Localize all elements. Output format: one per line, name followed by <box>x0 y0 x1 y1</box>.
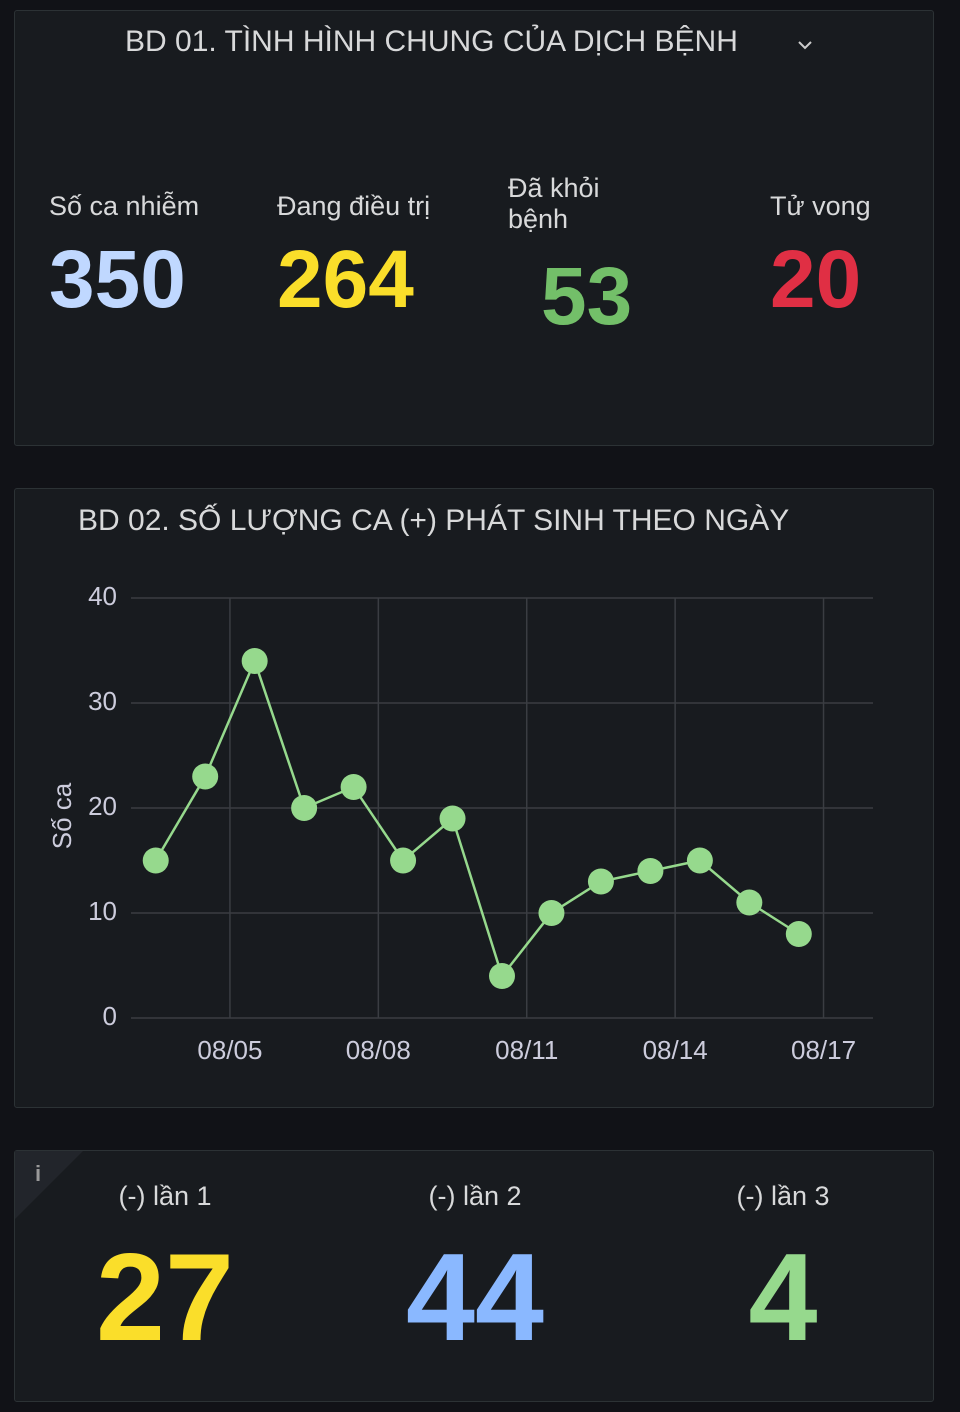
x-tick-label: 08/11 <box>495 1035 558 1065</box>
y-tick-label: 30 <box>88 686 117 716</box>
stat-label: Tử vong <box>770 191 871 221</box>
stat-value: 53 <box>541 251 633 342</box>
point <box>340 774 367 800</box>
x-tick-label: 08/05 <box>197 1035 262 1065</box>
x-tick-label: 08/14 <box>643 1035 708 1065</box>
chart-title: BD 02. SỐ LƯỢNG CA (+) PHÁT SINH THEO NG… <box>78 503 789 537</box>
y-tick-label: 40 <box>88 581 117 611</box>
svg-text:i: i <box>35 1161 41 1186</box>
point <box>785 921 812 947</box>
point <box>686 847 713 874</box>
stat-value: 20 <box>770 234 862 325</box>
panel-title[interactable]: BD 01. TÌNH HÌNH CHUNG CỦA DỊCH BỆNH <box>125 25 738 58</box>
point <box>192 763 219 790</box>
y-axis-label: Số ca <box>47 782 77 849</box>
stat-label: (-) lần 3 <box>736 1181 830 1211</box>
point <box>241 648 268 674</box>
y-tick-label: 10 <box>88 896 117 926</box>
point <box>587 868 614 895</box>
stat-label: (-) lần 1 <box>118 1181 212 1211</box>
point <box>637 858 664 884</box>
y-tick-label: 20 <box>88 791 117 821</box>
point <box>736 889 763 916</box>
stat-label: (-) lần 2 <box>428 1181 522 1211</box>
x-tick-label: 08/08 <box>346 1035 411 1065</box>
stat-label: Đã khỏi bệnh <box>508 173 600 234</box>
dropdown-icon[interactable] <box>797 39 813 51</box>
point <box>291 795 318 821</box>
y-tick-label: 0 <box>103 1001 117 1031</box>
chart-panel: BD 02. SỐ LƯỢNG CA (+) PHÁT SINH THEO NG… <box>14 488 934 1108</box>
stat-value: 264 <box>277 234 414 325</box>
point <box>142 847 169 874</box>
stat-label: Đang điều trị <box>277 191 431 221</box>
x-tick-label: 08/17 <box>791 1035 856 1065</box>
test-panel: i (-) lần 1 27 (-) lần 2 44 (-) lần 3 4 <box>14 1150 934 1402</box>
chart: BD 02. SỐ LƯỢNG CA (+) PHÁT SINH THEO NG… <box>47 503 873 1065</box>
point <box>439 805 466 832</box>
point <box>489 963 515 989</box>
stat-value: 4 <box>748 1229 818 1367</box>
stat-value: 350 <box>49 234 186 325</box>
info-corner[interactable]: i <box>15 1151 85 1221</box>
point <box>390 847 417 874</box>
summary-panel: BD 01. TÌNH HÌNH CHUNG CỦA DỊCH BỆNH Số … <box>14 10 934 446</box>
stat-label: Số ca nhiễm <box>49 191 200 221</box>
stat-value: 44 <box>406 1229 544 1367</box>
point <box>538 900 565 926</box>
stat-value: 27 <box>96 1229 234 1367</box>
line <box>154 657 800 979</box>
